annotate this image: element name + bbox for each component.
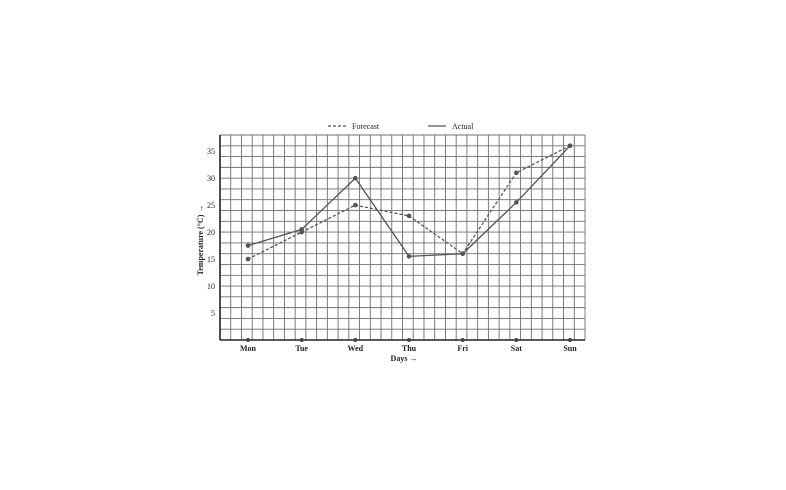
series-line-forecast	[247, 145, 571, 260]
legend-label-forecast: Forecast	[352, 122, 380, 131]
legend-label-actual: Actual	[452, 122, 474, 131]
x-axis-marker	[353, 338, 358, 342]
data-point-actual	[406, 254, 412, 259]
data-point-actual	[460, 251, 465, 256]
chart-series	[245, 143, 573, 342]
data-point-actual	[245, 243, 251, 248]
x-axis-marker	[460, 338, 465, 342]
y-tick-label: 35	[207, 147, 215, 156]
data-point-actual	[299, 227, 304, 232]
x-axis-marker	[514, 338, 519, 342]
y-tick-label: 30	[207, 174, 215, 183]
x-axis-marker	[568, 338, 572, 342]
x-tick-label: Fri	[457, 344, 468, 353]
data-point-actual	[567, 143, 573, 149]
x-axis-ticks: Mon Tue Wed Thu Fri Sat Sun	[240, 344, 577, 353]
x-tick-label: Thu	[402, 344, 417, 353]
y-tick-label: 10	[207, 282, 215, 291]
x-axis-marker	[246, 338, 250, 342]
x-axis-marker	[407, 338, 411, 342]
data-point-actual	[353, 175, 358, 181]
chart-legend: Forecast Actual	[328, 122, 474, 131]
x-tick-label: Mon	[240, 344, 257, 353]
data-point-forecast	[406, 213, 412, 219]
x-tick-label: Wed	[348, 344, 364, 353]
data-point-forecast	[514, 170, 519, 176]
y-tick-label: 25	[207, 201, 215, 210]
y-axis-title: Temperature (°C) →	[196, 205, 205, 276]
x-tick-label: Sat	[511, 344, 522, 353]
data-point-forecast	[245, 256, 251, 262]
chart-grid	[219, 134, 586, 341]
y-tick-label: 5	[211, 309, 215, 318]
data-point-forecast	[353, 202, 358, 208]
y-axis-ticks: 5 10 15 20 25 30 35	[207, 147, 215, 318]
y-tick-label: 20	[207, 228, 215, 237]
data-point-actual	[514, 200, 519, 205]
y-tick-label: 15	[207, 255, 215, 264]
x-axis-marker	[299, 338, 304, 342]
series-line-actual	[247, 145, 571, 258]
x-tick-label: Tue	[295, 344, 308, 353]
x-axis-title: Days →	[391, 354, 418, 363]
x-tick-label: Sun	[563, 344, 577, 353]
chart-axes	[219, 135, 585, 341]
